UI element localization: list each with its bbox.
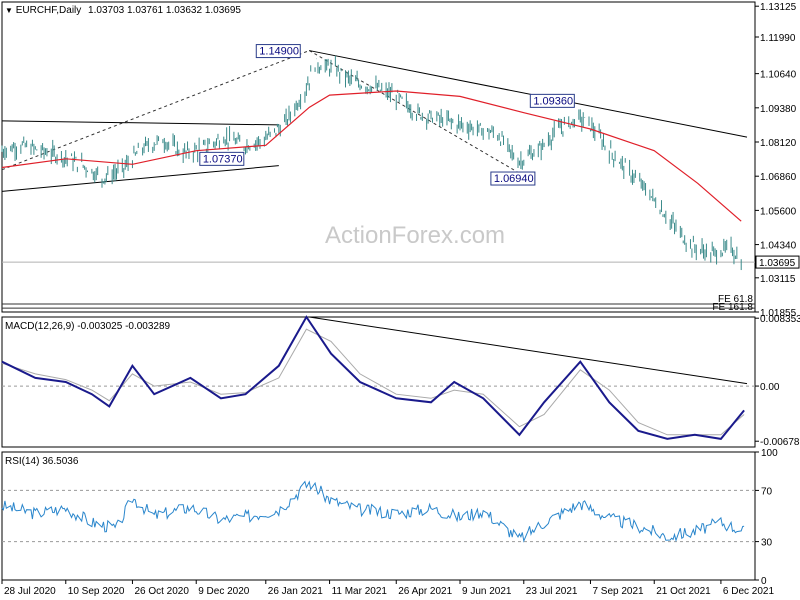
symbol-label: EURCHF,Daily <box>15 5 82 16</box>
rsi-tick-label: 0 <box>761 576 767 587</box>
time-tick-label: 23 Jul 2021 <box>526 586 578 597</box>
fib-label: FE 61.8 <box>718 294 753 305</box>
macd-tick-label: 0.008353 <box>760 314 800 325</box>
fib-label: FE 161.8 <box>712 302 753 313</box>
macd-title: MACD(12,26,9) -0.003025 -0.003289 <box>5 321 171 332</box>
price-annotation-label: 1.07370 <box>203 153 243 165</box>
price-tick-label: 1.11990 <box>760 33 796 44</box>
price-annotation-label: 1.14900 <box>259 46 299 58</box>
chart-header: ▼ EURCHF,Daily 1.03703 1.03761 1.03632 1… <box>5 5 241 16</box>
rsi-tick-label: 70 <box>761 486 773 497</box>
macd-panel-frame <box>1 316 756 448</box>
macd-trendline <box>309 316 748 385</box>
rsi-line <box>1 480 745 543</box>
price-tick-label: 1.01855 <box>760 308 797 319</box>
price-bars <box>1 55 742 271</box>
price-annotation-label: 1.06940 <box>494 173 534 185</box>
price-tick-label: 1.03115 <box>760 274 796 285</box>
time-tick-label: 9 Dec 2020 <box>198 586 250 597</box>
dashed-trendline <box>1 50 310 171</box>
price-annotation-box <box>490 171 536 186</box>
price-tick-label: 1.05600 <box>760 206 797 217</box>
time-tick-label: 10 Sep 2020 <box>68 586 125 597</box>
price-tick-label: 1.08120 <box>760 138 797 149</box>
rsi-panel-frame <box>1 451 756 581</box>
price-tick-label: 1.10640 <box>760 70 797 81</box>
time-tick-label: 9 Jun 2021 <box>462 586 512 597</box>
price-panel-frame <box>1 1 756 313</box>
watermark: ActionForex.com <box>325 222 505 249</box>
triangle-down-icon[interactable]: ▼ <box>5 6 13 15</box>
price-annotation-label: 1.09360 <box>533 95 573 107</box>
ohlc-values: 1.03703 1.03761 1.03632 1.03695 <box>88 5 241 16</box>
price-tick-label: 1.09380 <box>760 104 797 115</box>
moving-average-line <box>1 90 742 222</box>
time-tick-label: 7 Sep 2021 <box>592 586 644 597</box>
rsi-tick-label: 100 <box>761 448 778 459</box>
macd-tick-label: -0.006788 <box>760 437 800 448</box>
price-annotation-box <box>529 93 575 108</box>
time-tick-label: 26 Oct 2020 <box>134 586 189 597</box>
time-tick-label: 28 Jul 2020 <box>4 586 56 597</box>
price-tick-label: 1.04340 <box>760 241 797 252</box>
time-tick-label: 21 Oct 2021 <box>656 586 711 597</box>
time-tick-label: 6 Dec 2021 <box>723 586 775 597</box>
price-tick-label: 1.13125 <box>760 2 797 13</box>
price-trendline <box>1 165 279 192</box>
macd-signal-line <box>1 328 745 436</box>
price-trendline <box>309 50 748 138</box>
price-trendline <box>1 120 279 126</box>
macd-tick-label: 0.00 <box>760 382 780 393</box>
macd-line <box>1 315 745 440</box>
current-price-box <box>755 255 800 269</box>
price-annotation-box <box>199 151 245 166</box>
price-tick-label: 1.06860 <box>760 172 797 183</box>
price-annotation-box <box>255 44 301 59</box>
rsi-tick-label: 30 <box>761 538 773 549</box>
rsi-title: RSI(14) 36.5036 <box>5 456 79 467</box>
time-tick-label: 11 Mar 2021 <box>332 586 388 597</box>
time-tick-label: 26 Jan 2021 <box>268 586 323 597</box>
dashed-trendline <box>309 50 522 175</box>
current-price-label: 1.03695 <box>759 258 796 269</box>
time-tick-label: 26 Apr 2021 <box>398 586 452 597</box>
